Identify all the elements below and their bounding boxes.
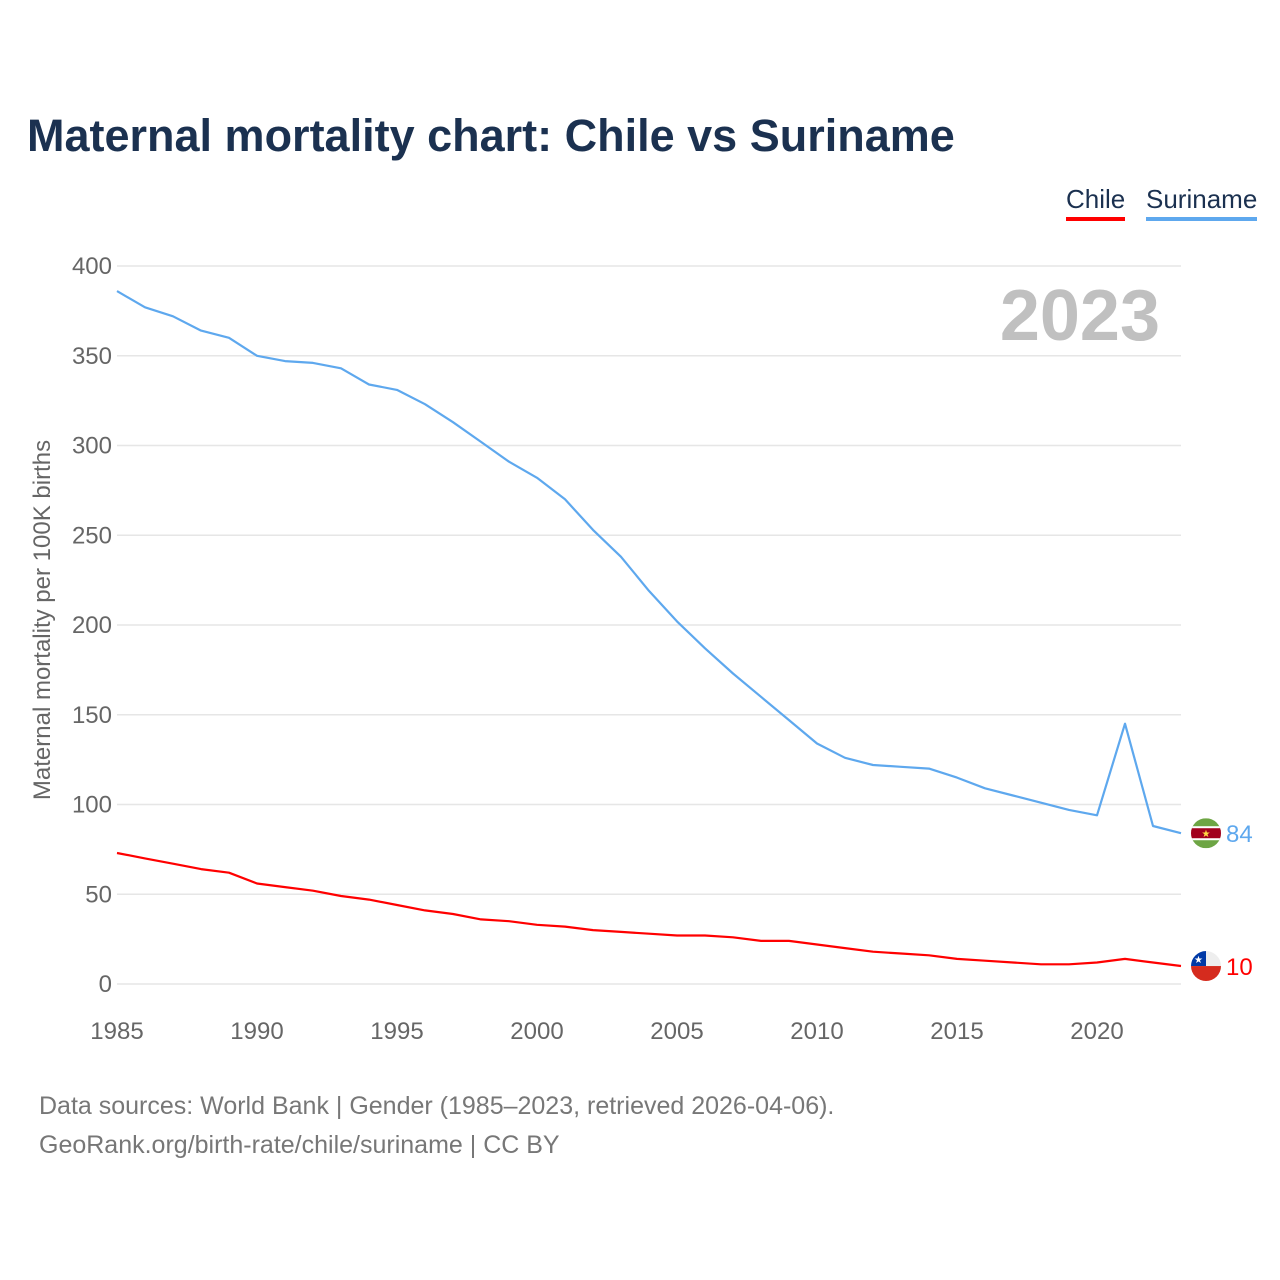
chart-title: Maternal mortality chart: Chile vs Surin… xyxy=(27,110,955,161)
footer: Data sources: World Bank | Gender (1985–… xyxy=(39,1087,834,1165)
flag-suriname-icon: ★ xyxy=(1191,818,1221,849)
source-link[interactable]: GeoRank.org/birth-rate/chile/suriname | … xyxy=(39,1131,560,1159)
y-tick-label: 400 xyxy=(72,253,112,280)
x-tick-label: 1985 xyxy=(90,1018,143,1045)
x-tick-label: 2015 xyxy=(930,1018,983,1045)
end-label-suriname: 84 xyxy=(1226,821,1253,848)
y-axis-label: Maternal mortality per 100K births xyxy=(29,440,56,800)
svg-text:★: ★ xyxy=(1202,829,1211,840)
flag-chile-icon: ★ xyxy=(1191,951,1221,982)
x-tick-label: 2010 xyxy=(790,1018,843,1045)
x-tick-label: 2005 xyxy=(650,1018,703,1045)
y-tick-label: 100 xyxy=(72,792,112,819)
x-tick-label: 1995 xyxy=(370,1018,423,1045)
data-source-note: Data sources: World Bank | Gender (1985–… xyxy=(39,1092,835,1120)
svg-text:★: ★ xyxy=(1194,955,1203,966)
y-tick-label: 200 xyxy=(72,612,112,639)
y-tick-label: 50 xyxy=(85,881,112,908)
legend-suriname[interactable]: Suriname xyxy=(1146,184,1258,221)
x-tick-label: 2000 xyxy=(510,1018,563,1045)
x-tick-label: 1990 xyxy=(230,1018,283,1045)
y-tick-label: 250 xyxy=(72,522,112,549)
series-line-suriname xyxy=(116,290,1182,835)
legend-chile[interactable]: Chile xyxy=(1066,184,1126,221)
y-tick-label: 300 xyxy=(72,433,112,460)
end-label-chile: 10 xyxy=(1226,954,1253,981)
series-line-chile xyxy=(116,851,1182,968)
y-tick-label: 0 xyxy=(99,971,112,998)
x-tick-label: 2020 xyxy=(1070,1018,1123,1045)
year-watermark: 2023 xyxy=(1000,276,1160,356)
y-tick-label: 350 xyxy=(72,343,112,370)
y-tick-label: 150 xyxy=(72,702,112,729)
